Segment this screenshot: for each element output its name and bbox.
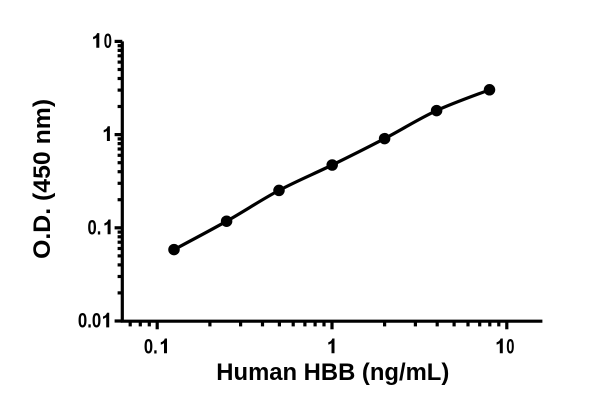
svg-text:0.: 0.	[88, 215, 102, 239]
svg-text:0: 0	[506, 334, 514, 358]
svg-text:O.D. (450 nm): O.D. (450 nm)	[29, 99, 56, 259]
svg-text:0.0: 0.0	[78, 309, 101, 333]
svg-text:0.: 0.	[144, 334, 158, 358]
svg-text:0: 0	[104, 29, 112, 53]
svg-text:Human HBB (ng/mL): Human HBB (ng/mL)	[216, 359, 449, 386]
